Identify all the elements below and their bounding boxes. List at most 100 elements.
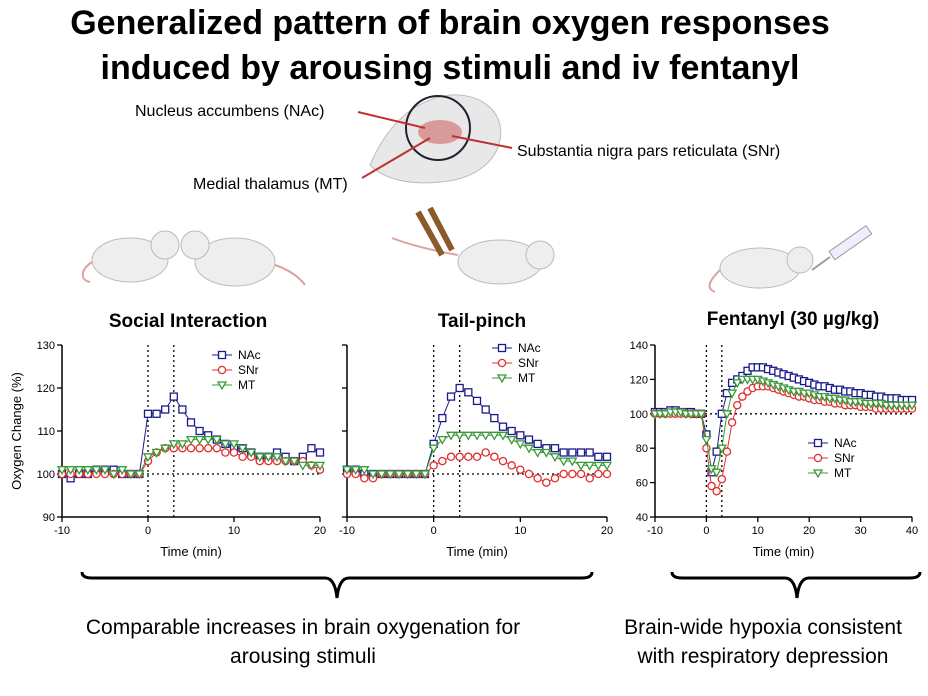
marker	[367, 470, 379, 480]
marker	[186, 418, 196, 427]
marker	[194, 435, 205, 445]
legend-label: NAc	[238, 348, 261, 362]
marker	[481, 448, 490, 457]
marker	[464, 388, 473, 397]
chart-title: Fentanyl (30 µg/kg)	[707, 309, 879, 330]
x-tick-label: 0	[145, 525, 151, 537]
marker	[152, 409, 161, 418]
marker	[221, 448, 230, 457]
legend-marker	[497, 343, 507, 353]
legend-marker	[813, 438, 823, 448]
caption: Brain-wide hypoxia consistent	[624, 616, 902, 639]
x-tick-label: 0	[703, 525, 709, 537]
marker	[211, 435, 222, 445]
marker	[445, 431, 457, 441]
marker	[280, 457, 291, 467]
marker	[229, 448, 239, 457]
marker	[712, 486, 721, 496]
marker	[237, 444, 248, 454]
marker	[350, 466, 361, 476]
legend-label: SNr	[518, 356, 539, 370]
marker	[558, 457, 569, 467]
marker	[717, 474, 727, 484]
forceps	[415, 206, 455, 257]
legend-label: SNr	[834, 451, 855, 465]
marker	[732, 400, 742, 410]
marker	[177, 440, 188, 450]
marker	[169, 392, 178, 401]
legend-marker	[812, 469, 824, 479]
marker	[411, 470, 422, 480]
marker	[472, 396, 482, 406]
y-tick-label: 40	[636, 512, 648, 524]
y-tick-label: 100	[37, 469, 55, 481]
marker	[455, 452, 464, 462]
marker	[585, 448, 594, 457]
marker	[585, 474, 594, 483]
marker	[532, 448, 543, 458]
marker	[533, 439, 542, 449]
x-axis-label: Time (min)	[160, 544, 222, 559]
marker	[99, 466, 111, 476]
brace	[80, 571, 594, 599]
marker	[584, 461, 595, 471]
marker	[393, 470, 405, 480]
marker	[117, 466, 128, 476]
marker	[498, 456, 508, 466]
marker	[143, 409, 153, 418]
marker	[567, 457, 578, 467]
marker	[228, 440, 240, 450]
marker	[523, 444, 535, 454]
marker	[524, 469, 534, 479]
marker	[575, 461, 587, 471]
legend-marker	[497, 358, 507, 368]
marker	[74, 466, 85, 476]
marker	[738, 392, 747, 401]
marker	[716, 444, 727, 454]
marker	[732, 379, 743, 389]
marker	[497, 431, 509, 441]
marker	[376, 470, 387, 480]
marker	[480, 431, 491, 441]
marker	[727, 418, 737, 427]
marker	[472, 452, 482, 462]
x-axis-label: Time (min)	[753, 544, 815, 559]
x-tick-label: 0	[431, 525, 437, 537]
marker	[559, 448, 568, 457]
marker	[203, 435, 214, 445]
marker	[314, 461, 326, 471]
marker	[593, 461, 604, 471]
marker	[726, 389, 738, 399]
marker	[402, 470, 413, 480]
y-tick-label: 120	[630, 374, 648, 386]
marker	[254, 453, 265, 463]
y-tick-label: 100	[630, 409, 648, 421]
marker	[568, 469, 577, 479]
y-tick-label: 120	[37, 383, 55, 395]
marker	[160, 444, 171, 454]
marker	[489, 431, 500, 441]
marker	[594, 452, 603, 461]
legend-label: NAc	[518, 341, 541, 355]
marker	[246, 448, 257, 458]
marker	[125, 470, 136, 480]
marker	[297, 461, 308, 471]
marker	[428, 444, 439, 454]
marker	[307, 444, 316, 453]
caption: arousing stimuli	[230, 645, 376, 668]
marker	[707, 481, 716, 491]
y-tick-label: 110	[37, 426, 55, 438]
marker	[315, 448, 325, 457]
marker	[186, 443, 196, 453]
marker	[446, 452, 456, 462]
marker	[271, 453, 283, 463]
arrows	[357, 111, 513, 179]
series-line	[655, 366, 912, 473]
y-tick-label: 80	[636, 443, 648, 455]
marker	[185, 435, 197, 445]
marker	[490, 413, 499, 423]
marker	[602, 452, 612, 461]
marker	[419, 470, 431, 480]
marker	[906, 401, 918, 411]
marker	[541, 448, 552, 458]
